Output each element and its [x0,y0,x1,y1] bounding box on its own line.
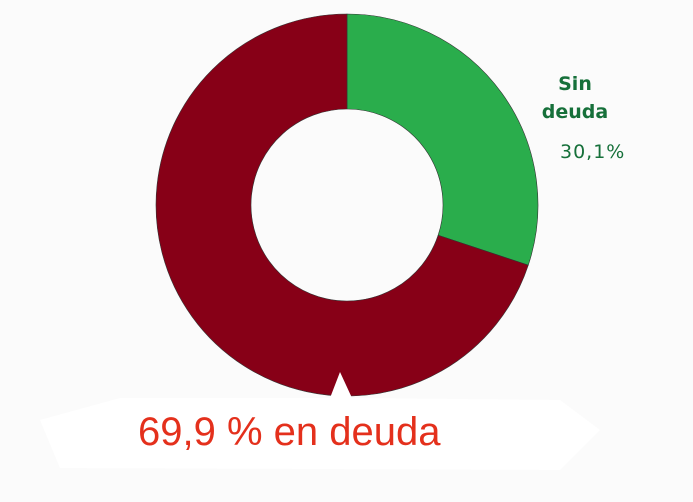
value-label: 30,1% [560,141,626,163]
slice [346,13,539,266]
label-banner [40,372,600,470]
category-label: Sin deuda [541,73,609,123]
value-label: 69,9 % en deuda [138,410,441,454]
